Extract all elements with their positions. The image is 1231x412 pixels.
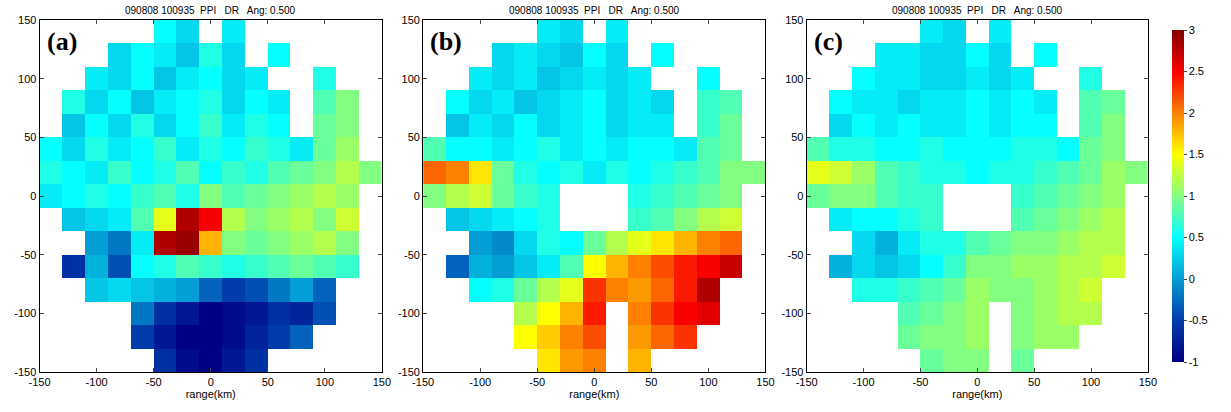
svg-text:150: 150 <box>373 376 391 388</box>
svg-text:150: 150 <box>756 376 774 388</box>
svg-text:50: 50 <box>1028 376 1040 388</box>
svg-text:0: 0 <box>1189 273 1195 285</box>
svg-text:50: 50 <box>645 376 657 388</box>
svg-text:3: 3 <box>1189 24 1195 36</box>
svg-text:50: 50 <box>24 131 36 143</box>
svg-text:0: 0 <box>797 190 803 202</box>
svg-text:100: 100 <box>18 73 36 85</box>
svg-text:-50: -50 <box>146 376 162 388</box>
svg-text:-150: -150 <box>412 376 434 388</box>
svg-text:0.5: 0.5 <box>1189 231 1204 243</box>
svg-text:(b): (b) <box>430 27 462 56</box>
svg-text:-100: -100 <box>469 376 491 388</box>
svg-text:-50: -50 <box>20 249 36 261</box>
svg-text:0: 0 <box>591 376 597 388</box>
svg-text:range(km): range(km) <box>569 388 619 400</box>
svg-text:0: 0 <box>974 376 980 388</box>
svg-text:-50: -50 <box>788 249 804 261</box>
svg-text:150: 150 <box>1139 376 1157 388</box>
svg-text:1.5: 1.5 <box>1189 148 1204 160</box>
svg-text:100: 100 <box>316 376 334 388</box>
svg-text:-150: -150 <box>398 366 420 378</box>
svg-text:-50: -50 <box>404 249 420 261</box>
svg-text:-100: -100 <box>781 307 803 319</box>
svg-text:150: 150 <box>402 14 420 26</box>
svg-text:090808 100935 PPI DR Ang:: 090808 100935 PPI DR Ang: 0.500 <box>125 5 296 16</box>
svg-text:100: 100 <box>1082 376 1100 388</box>
svg-text:-100: -100 <box>14 307 36 319</box>
svg-text:0: 0 <box>208 376 214 388</box>
svg-text:-150: -150 <box>29 376 51 388</box>
svg-text:-150: -150 <box>781 366 803 378</box>
svg-text:50: 50 <box>408 131 420 143</box>
svg-text:2.5: 2.5 <box>1189 65 1204 77</box>
svg-text:-0.5: -0.5 <box>1189 314 1208 326</box>
svg-text:-50: -50 <box>912 376 928 388</box>
svg-text:100: 100 <box>785 73 803 85</box>
svg-text:090808 100935 PPI DR Ang:: 090808 100935 PPI DR Ang: 0.500 <box>892 5 1063 16</box>
svg-text:(c): (c) <box>814 27 843 56</box>
svg-text:50: 50 <box>791 131 803 143</box>
svg-text:50: 50 <box>262 376 274 388</box>
svg-text:1: 1 <box>1189 190 1195 202</box>
svg-text:2: 2 <box>1189 107 1195 119</box>
svg-text:-150: -150 <box>796 376 818 388</box>
svg-text:090808 100935 PPI DR Ang:: 090808 100935 PPI DR Ang: 0.500 <box>509 5 680 16</box>
svg-text:150: 150 <box>785 14 803 26</box>
svg-text:100: 100 <box>402 73 420 85</box>
svg-text:0: 0 <box>30 190 36 202</box>
svg-text:-100: -100 <box>86 376 108 388</box>
svg-text:-1: -1 <box>1189 356 1199 368</box>
svg-text:0: 0 <box>414 190 420 202</box>
svg-text:-50: -50 <box>529 376 545 388</box>
svg-text:100: 100 <box>699 376 717 388</box>
svg-text:150: 150 <box>18 14 36 26</box>
svg-text:-100: -100 <box>853 376 875 388</box>
svg-text:range(km): range(km) <box>952 388 1002 400</box>
svg-text:-100: -100 <box>398 307 420 319</box>
svg-text:-150: -150 <box>14 366 36 378</box>
svg-text:range(km): range(km) <box>186 388 236 400</box>
svg-text:(a): (a) <box>47 27 77 56</box>
